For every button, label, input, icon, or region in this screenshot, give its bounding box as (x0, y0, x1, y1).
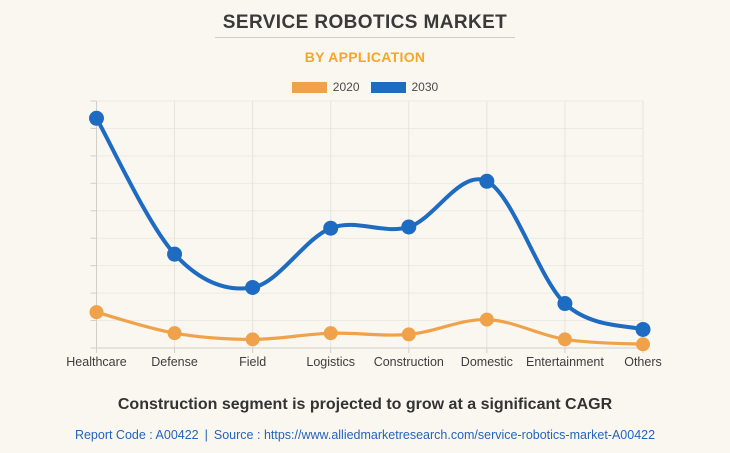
report-source-line: Report Code : A00422 | Source : https://ww… (0, 428, 730, 442)
svg-text:Field: Field (239, 355, 266, 369)
legend-label-2020: 2020 (332, 80, 360, 94)
legend-item-2030: 2030 (370, 80, 439, 94)
page-title: SERVICE ROBOTICS MARKET (222, 12, 508, 33)
svg-text:Healthcare: Healthcare (66, 355, 126, 369)
source-url-link[interactable]: https://www.alliedmarketresearch.com/ser… (263, 428, 656, 442)
svg-text:Construction: Construction (374, 355, 444, 369)
source-label: Source : (213, 428, 261, 442)
legend-swatch-2020 (291, 81, 327, 93)
separator: | (204, 428, 208, 442)
report-code: Report Code : A00422 (74, 428, 199, 442)
title-divider (215, 37, 515, 38)
svg-text:Defense: Defense (151, 355, 198, 369)
chart-caption: Construction segment is projected to gro… (117, 396, 613, 413)
svg-text:Others: Others (624, 355, 662, 369)
svg-text:Domestic: Domestic (461, 355, 513, 369)
chart-subtitle: BY APPLICATION (304, 49, 426, 65)
svg-text:Logistics: Logistics (306, 355, 355, 369)
svg-text:Entertainment: Entertainment (526, 355, 604, 369)
legend-label-2030: 2030 (411, 80, 439, 94)
chart-legend: 2020 2030 (0, 80, 730, 94)
legend-swatch-2030 (370, 81, 406, 93)
line-chart: Healthcare Defense Field Logistics Construct… (66, 100, 662, 369)
legend-item-2020: 2020 (291, 80, 360, 94)
